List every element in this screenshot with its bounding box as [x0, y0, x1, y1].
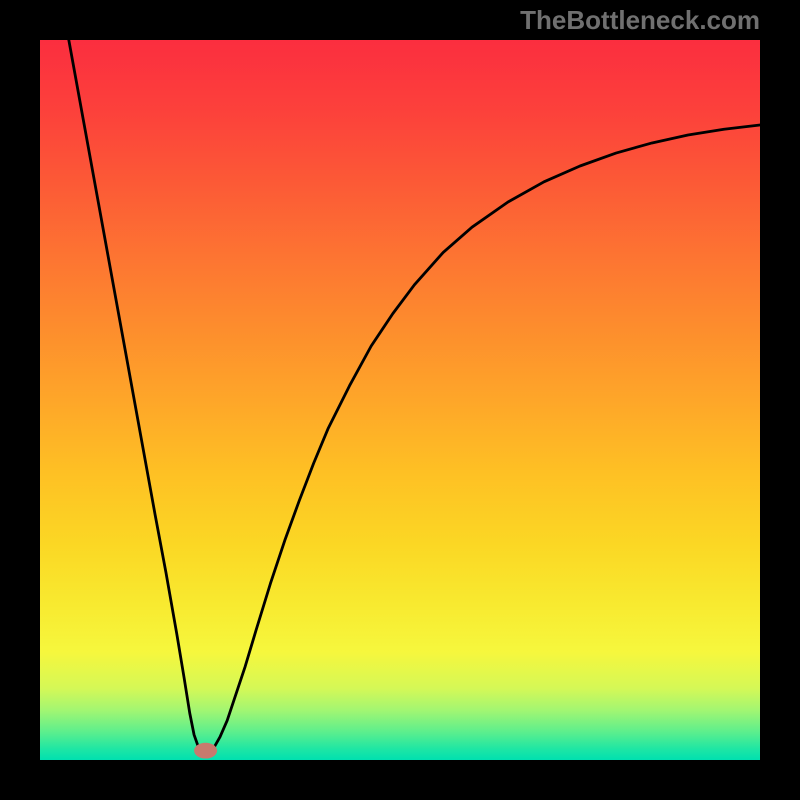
chart-svg	[40, 40, 760, 760]
chart-plot-area	[40, 40, 760, 760]
watermark-text: TheBottleneck.com	[520, 0, 760, 40]
highlight-marker	[194, 743, 217, 759]
chart-frame: TheBottleneck.com	[0, 0, 800, 800]
chart-background	[40, 40, 760, 760]
